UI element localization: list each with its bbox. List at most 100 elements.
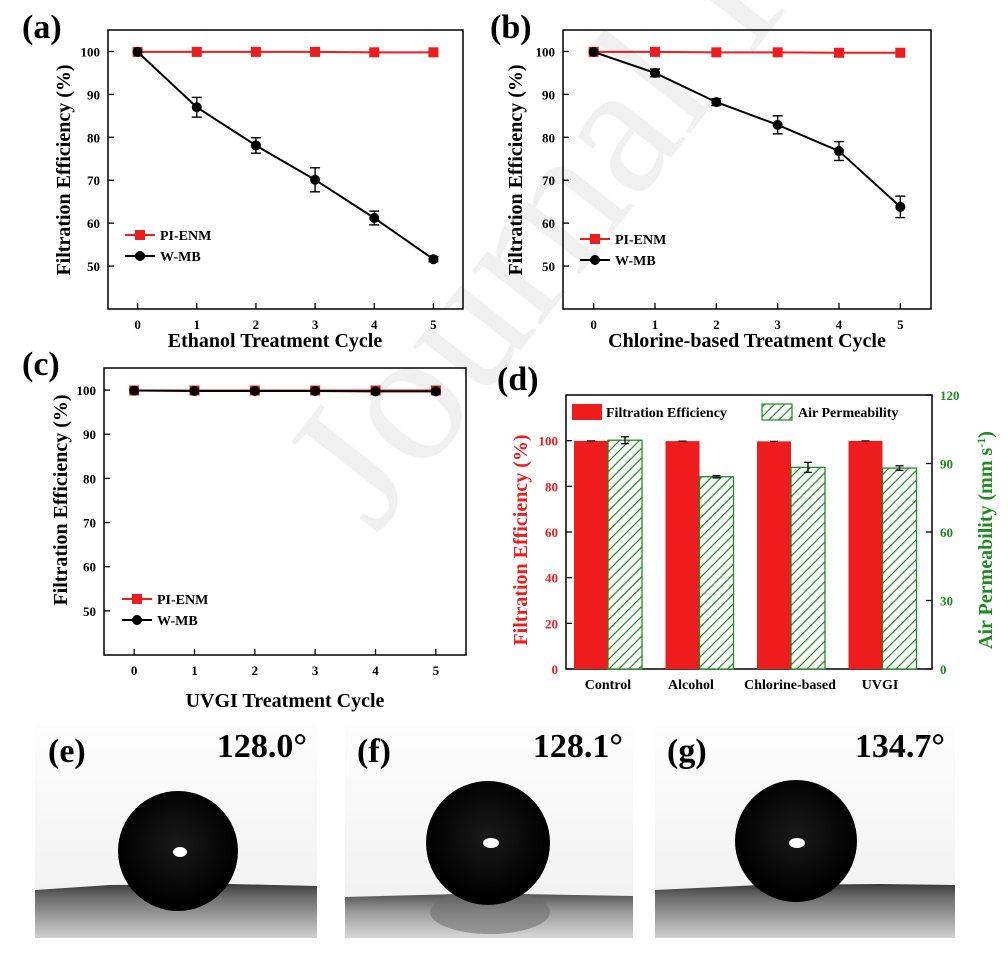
y-tick-label: 0 bbox=[552, 662, 559, 677]
data-point bbox=[650, 67, 660, 78]
bar-marks-d bbox=[574, 436, 918, 670]
series-line-pi-enm bbox=[593, 50, 901, 54]
droplet-reflection-f bbox=[430, 890, 550, 934]
legend-swatch-filtration bbox=[572, 404, 602, 420]
data-point bbox=[895, 47, 906, 58]
legend-marker-w-mb-a bbox=[135, 251, 145, 261]
data-point bbox=[189, 385, 200, 396]
data-marks-c bbox=[129, 385, 441, 397]
y2-ticks-d: 0 30 60 90 120 bbox=[926, 388, 960, 677]
bar-air-permeability bbox=[607, 439, 643, 670]
bar-air-permeability bbox=[698, 476, 735, 670]
x-tick-label: 0 bbox=[134, 317, 141, 332]
bar-filtration bbox=[574, 440, 608, 669]
data-point bbox=[191, 46, 202, 57]
photo-e: (e) 128.0° bbox=[35, 725, 317, 938]
legend-swatch-air bbox=[761, 403, 793, 421]
legend-marker-w-mb-c bbox=[132, 615, 142, 625]
x-tick-label: 1 bbox=[191, 663, 198, 678]
y-axis-title-d: Filtration Efficiency (%) bbox=[510, 434, 532, 645]
panel-label-d: (d) bbox=[497, 361, 539, 398]
legend-label-pi-enm-b: PI-ENM bbox=[615, 233, 666, 248]
y-tick-label: 70 bbox=[87, 173, 100, 188]
panel-d: (d) 0 20 40 60 80 100 0 30 60 90 120 Control Alcoh… bbox=[497, 361, 997, 693]
series-line-w-mb bbox=[136, 51, 434, 261]
contact-angle-f: 128.1° bbox=[533, 728, 623, 765]
x-ticks-b: 0 1 2 3 4 5 bbox=[590, 303, 904, 332]
y-tick-label: 100 bbox=[81, 44, 101, 59]
data-point bbox=[834, 47, 844, 58]
x-tick-label: 3 bbox=[774, 317, 781, 332]
legend-a: PI-ENM W-MB bbox=[125, 229, 211, 265]
legend-label-air: Air Permeability bbox=[798, 406, 898, 421]
photo-row: (e) 128.0° (f) 128.1° (g) 134.7° bbox=[35, 725, 955, 938]
y-tick-label: 100 bbox=[536, 44, 556, 59]
x-tick-label: 0 bbox=[590, 317, 597, 332]
y2-axis-title-close: ) bbox=[975, 431, 997, 438]
data-point bbox=[711, 47, 722, 58]
y-ticks-d: 0 20 40 60 80 100 bbox=[539, 434, 572, 677]
legend-marker-pi-enm-b bbox=[590, 234, 600, 244]
y2-tick-label: 30 bbox=[940, 594, 953, 609]
y2-tick-label: 90 bbox=[940, 457, 953, 472]
series-line-w-mb bbox=[593, 50, 902, 208]
legend-label-pi-enm-c: PI-ENM bbox=[157, 593, 208, 608]
legend-label-w-mb-b: W-MB bbox=[615, 254, 656, 269]
substrate-e bbox=[35, 884, 317, 938]
data-point bbox=[369, 213, 380, 224]
y-tick-label: 90 bbox=[542, 87, 555, 102]
panel-label-a: (a) bbox=[22, 9, 62, 46]
y-axis-title-b: Filtration Efficiency (%) bbox=[505, 64, 527, 275]
data-point bbox=[249, 385, 260, 396]
panel-label-c: (c) bbox=[22, 346, 60, 383]
data-point bbox=[191, 102, 202, 113]
data-point bbox=[772, 119, 783, 130]
droplet-highlight-f bbox=[483, 838, 499, 848]
data-point bbox=[711, 97, 722, 108]
x-tick-label: 4 bbox=[371, 317, 378, 332]
x-ticks-a: 0 1 2 3 4 5 bbox=[134, 303, 437, 332]
panel-label-g: (g) bbox=[667, 733, 707, 770]
data-point bbox=[310, 174, 321, 185]
legend-c: PI-ENM W-MB bbox=[122, 593, 208, 629]
legend-label-pi-enm-a: PI-ENM bbox=[160, 229, 211, 244]
x-tick-label: 5 bbox=[433, 663, 440, 678]
y-tick-label: 50 bbox=[542, 259, 555, 274]
y-axis-title-c: Filtration Efficiency (%) bbox=[50, 394, 72, 605]
y2-tick-label: 60 bbox=[940, 525, 953, 540]
x-tick-label: 3 bbox=[312, 317, 319, 332]
x-tick-label: 2 bbox=[252, 663, 259, 678]
bar-air-permeability bbox=[790, 466, 826, 670]
panel-a: (a) 50 60 70 80 90 100 0 1 2 3 4 5 Ethanol Treatme… bbox=[22, 9, 464, 352]
x-category-label: Control bbox=[585, 678, 632, 693]
data-point bbox=[129, 385, 140, 396]
data-point bbox=[895, 201, 906, 212]
y-tick-label: 20 bbox=[545, 616, 558, 631]
plot-frame-b bbox=[562, 29, 932, 310]
legend-marker-w-mb-b bbox=[590, 255, 600, 265]
x-tick-label: 1 bbox=[652, 317, 659, 332]
bar-filtration bbox=[757, 441, 791, 669]
data-point bbox=[250, 46, 261, 57]
y-tick-label: 70 bbox=[83, 516, 96, 531]
droplet-highlight-g bbox=[789, 838, 805, 848]
legend-label-w-mb-c: W-MB bbox=[157, 614, 198, 629]
plot-frame-c bbox=[103, 367, 467, 656]
y-tick-label: 80 bbox=[542, 130, 555, 145]
data-point bbox=[310, 385, 321, 396]
data-point bbox=[428, 254, 439, 265]
legend-label-filtration: Filtration Efficiency bbox=[606, 406, 727, 421]
panel-label-e: (e) bbox=[48, 733, 86, 770]
y-tick-label: 100 bbox=[77, 383, 97, 398]
y-ticks-c: 50 60 70 80 90 100 bbox=[77, 383, 110, 619]
y-tick-label: 60 bbox=[87, 216, 100, 231]
y2-axis-title-d: Air Permeability (mm s-1) bbox=[974, 431, 997, 649]
y-tick-label: 80 bbox=[83, 471, 96, 486]
droplet-highlight-e bbox=[173, 847, 187, 857]
y-ticks-b: 50 60 70 80 90 100 bbox=[536, 44, 569, 274]
panel-label-f: (f) bbox=[357, 733, 391, 770]
y-tick-label: 60 bbox=[542, 216, 555, 231]
legend-label-w-mb-a: W-MB bbox=[160, 250, 201, 265]
data-point bbox=[250, 140, 261, 151]
data-point bbox=[588, 46, 599, 57]
